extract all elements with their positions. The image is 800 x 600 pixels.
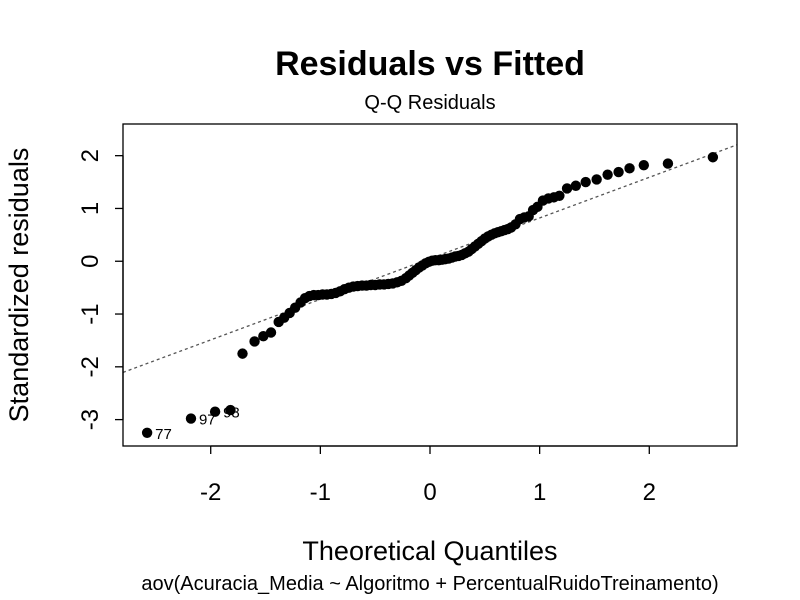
y-tick-label: 2 <box>77 149 104 162</box>
x-tick-label: -1 <box>310 479 331 506</box>
x-tick-label: 2 <box>643 479 656 506</box>
plot-frame <box>122 123 738 447</box>
data-point <box>209 406 221 417</box>
data-point <box>638 159 650 171</box>
data-point <box>580 176 591 188</box>
data-point <box>561 183 573 194</box>
data-point <box>613 166 624 178</box>
data-point <box>602 169 613 180</box>
data-point <box>707 152 719 163</box>
data-point <box>570 180 582 191</box>
data-point <box>141 427 153 439</box>
data-point <box>624 163 635 174</box>
point-label: 98 <box>223 405 240 422</box>
y-tick-label: -3 <box>77 409 104 430</box>
model-caption: aov(Acuracia_Media ~ Algoritmo + Percent… <box>141 573 718 595</box>
chart-subtitle: Q-Q Residuals <box>364 92 495 114</box>
data-point <box>249 336 260 347</box>
y-axis-title: Standardized residuals <box>4 148 34 423</box>
point-label: 77 <box>155 426 172 443</box>
y-tick-label: 0 <box>77 255 104 268</box>
y-axis: -3 -2 -1 0 1 2 <box>77 149 124 430</box>
point-label: 97 <box>199 412 216 429</box>
data-point <box>225 404 236 416</box>
data-point <box>237 348 248 359</box>
y-tick-label: 1 <box>77 202 104 215</box>
data-point <box>265 327 277 338</box>
data-point <box>662 158 674 169</box>
y-tick-label: -2 <box>77 356 104 377</box>
y-tick-label: -1 <box>77 303 104 324</box>
data-point <box>185 413 197 424</box>
plot-area: 77 97 98 <box>123 144 737 443</box>
x-axis-title: Theoretical Quantiles <box>302 536 557 566</box>
x-axis: -2 -1 0 1 2 <box>200 445 656 506</box>
x-tick-label: -2 <box>200 479 221 506</box>
x-tick-label: 0 <box>423 479 436 506</box>
data-point <box>591 174 602 185</box>
qq-reference-line <box>123 144 737 374</box>
x-tick-label: 1 <box>533 479 546 506</box>
data-point <box>554 190 565 201</box>
chart-title: Residuals vs Fitted <box>275 45 585 83</box>
